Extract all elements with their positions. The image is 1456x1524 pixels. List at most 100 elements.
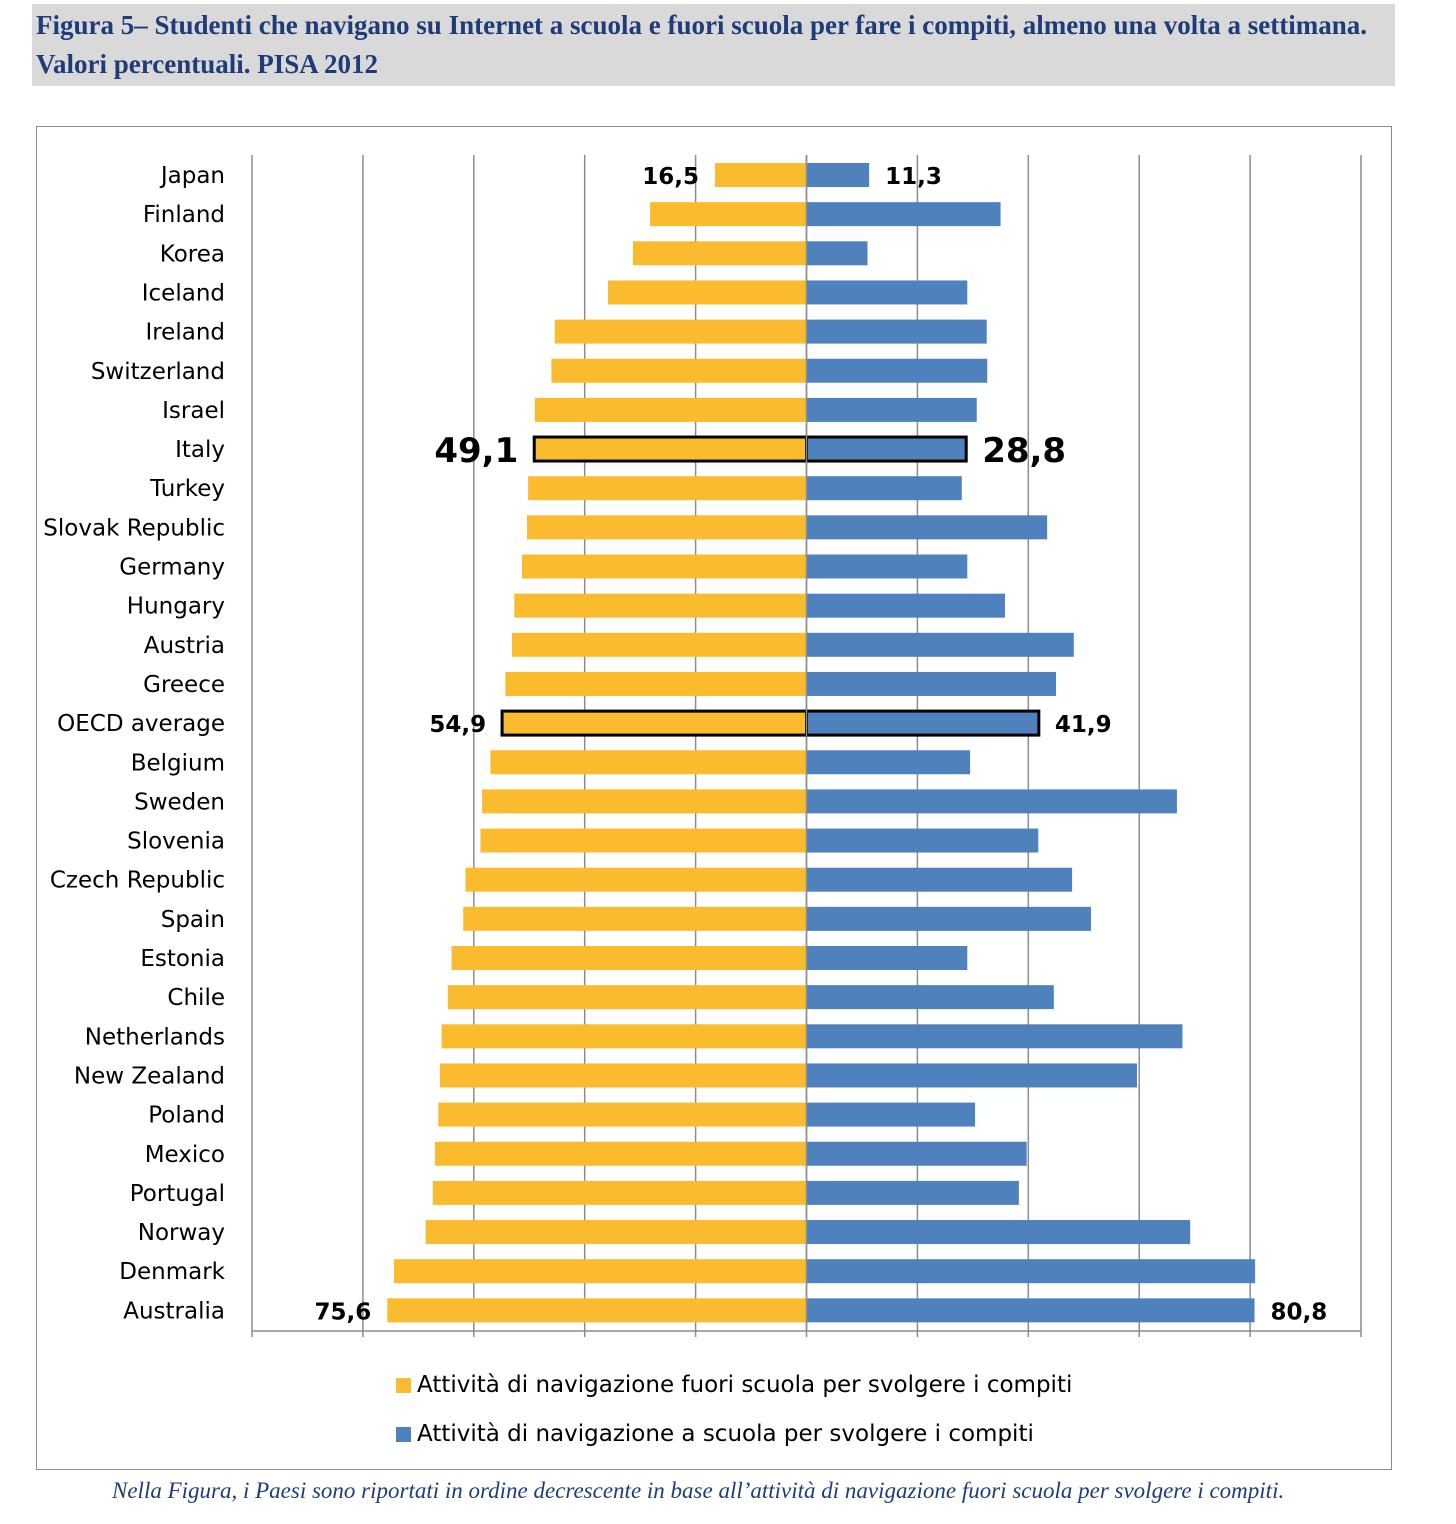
bar-outside — [480, 828, 807, 853]
bar-outside — [554, 319, 807, 344]
data-label-school: 28,8 — [982, 431, 1066, 471]
category-label: Belgium — [131, 750, 225, 776]
bar-school — [806, 828, 1039, 853]
bar-outside — [514, 593, 807, 618]
category-label: Finland — [143, 202, 225, 228]
bar-outside — [451, 946, 807, 970]
category-label: OECD average — [57, 711, 225, 737]
bar-outside — [438, 1102, 807, 1127]
category-label: Turkey — [149, 476, 225, 502]
bar-outside — [607, 280, 807, 305]
category-label: Italy — [175, 437, 225, 463]
category-label: Austria — [144, 633, 225, 659]
category-label: Germany — [119, 555, 225, 581]
category-label: Japan — [159, 163, 225, 189]
bar-outside — [528, 476, 807, 501]
bar-school — [805, 709, 1041, 737]
legend-label-outside: Attività di navigazione fuori scuola per… — [417, 1372, 1073, 1398]
bar-outside — [447, 985, 807, 1010]
legend-label-school: Attività di navigazione a scuola per svo… — [417, 1421, 1034, 1447]
bar-outside — [490, 750, 807, 775]
bar-school — [806, 515, 1048, 540]
bar-school — [806, 671, 1057, 696]
category-label: Denmark — [119, 1259, 225, 1285]
category-label: Switzerland — [91, 359, 225, 385]
bar-school — [806, 593, 1006, 618]
bar-school — [806, 867, 1073, 892]
bar-outside — [632, 241, 807, 266]
category-label: Estonia — [140, 946, 225, 972]
bar-outside — [441, 1024, 807, 1049]
bar-outside — [500, 709, 808, 737]
bar-outside — [715, 163, 807, 187]
data-label-outside: 75,6 — [315, 1299, 372, 1325]
bar-outside — [512, 632, 807, 657]
category-label: Iceland — [142, 280, 225, 306]
bar-school — [806, 985, 1054, 1010]
category-label: Chile — [167, 985, 225, 1011]
bar-outside — [463, 906, 807, 931]
bar-school — [806, 280, 968, 305]
bar-school — [806, 789, 1177, 814]
bar-outside — [432, 1180, 807, 1205]
data-label-outside: 54,9 — [429, 712, 486, 738]
bar-school — [806, 1259, 1256, 1284]
bar-outside — [650, 202, 807, 227]
bar-school — [806, 241, 868, 266]
legend-swatch-school — [396, 1426, 411, 1442]
category-label: Sweden — [134, 789, 225, 815]
bar-outside — [527, 515, 807, 540]
bar-school — [806, 750, 971, 775]
bar-outside — [387, 1298, 807, 1323]
category-label: Ireland — [145, 320, 225, 346]
bar-school — [806, 397, 977, 422]
bar-school — [806, 554, 968, 579]
bar-school — [806, 1298, 1255, 1323]
bar-outside — [393, 1259, 807, 1284]
category-label: Israel — [162, 398, 225, 424]
bar-outside — [551, 358, 807, 383]
bar-outside — [482, 789, 807, 814]
bar-outside — [434, 1141, 807, 1166]
bar-school — [806, 632, 1074, 657]
bar-school — [806, 1024, 1183, 1049]
bar-outside — [439, 1063, 807, 1088]
category-label: Portugal — [130, 1181, 225, 1207]
bar-outside — [532, 435, 808, 463]
bar-outside — [522, 554, 807, 579]
bar-school — [806, 1180, 1019, 1205]
bar-school — [806, 358, 988, 383]
category-label: Hungary — [127, 594, 225, 620]
legend-item-school: Attività di navigazione a scuola per svo… — [396, 1419, 1034, 1449]
category-label: Greece — [143, 672, 225, 698]
title-band — [32, 4, 1395, 86]
category-label: Korea — [160, 241, 225, 267]
bar-outside — [534, 397, 807, 422]
bar-school — [806, 476, 962, 501]
bar-school — [806, 163, 870, 187]
category-label: Czech Republic — [50, 868, 225, 894]
category-label: Netherlands — [85, 1024, 225, 1050]
category-label: Spain — [161, 907, 225, 933]
category-label: Australia — [123, 1298, 225, 1324]
category-label: Slovenia — [127, 829, 225, 855]
figure-title: Figura 5– Studenti che navigano su Inter… — [36, 10, 1367, 79]
category-label: Norway — [138, 1220, 225, 1246]
data-label-school: 41,9 — [1055, 712, 1112, 738]
bar-outside — [465, 867, 807, 892]
bar-outside — [505, 671, 807, 696]
bar-outside — [425, 1220, 807, 1245]
legend-item-outside: Attività di navigazione fuori scuola per… — [396, 1370, 1072, 1400]
category-label: New Zealand — [74, 1063, 225, 1089]
bar-school — [806, 202, 1001, 227]
figure-footnote: Nella Figura, i Paesi sono riportati in … — [112, 1478, 1285, 1503]
category-label: Slovak Republic — [43, 515, 225, 541]
data-label-outside: 49,1 — [434, 431, 518, 471]
data-label-school: 80,8 — [1271, 1299, 1328, 1325]
bar-school — [806, 1063, 1137, 1088]
category-label: Poland — [148, 1103, 225, 1129]
bar-school — [806, 906, 1091, 931]
bar-school — [805, 435, 968, 463]
legend-swatch-outside — [396, 1377, 411, 1393]
bar-school — [806, 1102, 976, 1127]
